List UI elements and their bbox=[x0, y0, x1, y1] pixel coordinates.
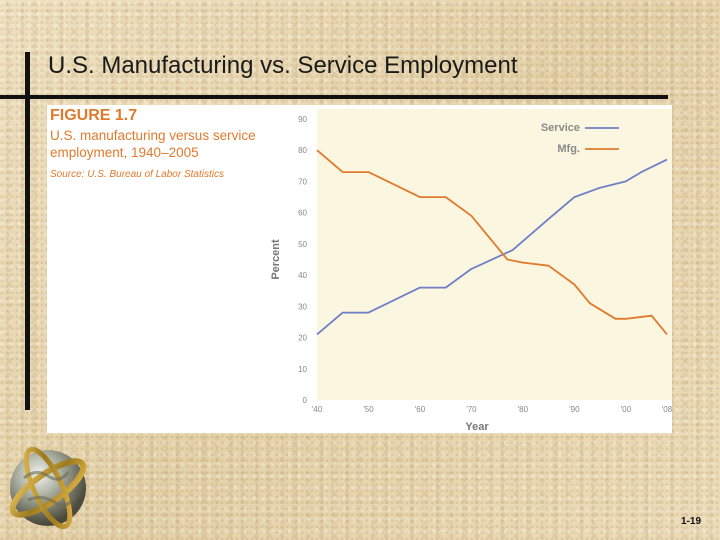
series-line-service bbox=[316, 158, 668, 336]
y-tick-label: 0 bbox=[303, 396, 308, 405]
figure-source: Source: U.S. Bureau of Labor Statistics bbox=[50, 169, 224, 180]
y-tick-label: 90 bbox=[298, 115, 307, 124]
legend-label: Mfg. bbox=[557, 143, 580, 155]
y-tick-label: 60 bbox=[298, 209, 307, 218]
page-number: 1-19 bbox=[681, 516, 702, 527]
x-tick-label: '40 bbox=[312, 405, 323, 414]
x-tick-label: '80 bbox=[518, 405, 529, 414]
figure-caption: U.S. manufacturing versus service employ… bbox=[50, 128, 256, 160]
x-tick-label: '60 bbox=[415, 405, 426, 414]
x-tick-label: '70 bbox=[466, 405, 477, 414]
y-tick-label: 40 bbox=[298, 271, 307, 280]
x-tick-label: '08 bbox=[662, 405, 672, 414]
x-tick-label: '00 bbox=[621, 405, 632, 414]
horizontal-rule bbox=[0, 95, 668, 99]
y-axis-label: Percent bbox=[270, 239, 282, 280]
y-tick-label: 70 bbox=[298, 177, 307, 186]
plot-area bbox=[317, 109, 672, 400]
y-tick-label: 30 bbox=[298, 302, 307, 311]
vertical-rule bbox=[25, 52, 30, 410]
slide-title: U.S. Manufacturing vs. Service Employmen… bbox=[48, 52, 518, 79]
figure-label: FIGURE 1.7 bbox=[50, 107, 138, 124]
series-line-mfg bbox=[316, 149, 668, 335]
x-axis-label: Year bbox=[465, 421, 489, 433]
figure-panel: 0 10 20 30 40 50 60 70 80 90 '40 '50 '60 '70 '80 '90 '00… bbox=[47, 105, 672, 433]
legend-label: Service bbox=[541, 122, 580, 134]
y-tick-label: 10 bbox=[298, 365, 307, 374]
line-chart: 0 10 20 30 40 50 60 70 80 90 '40 '50 '60 '70 '80 '90 '00… bbox=[270, 109, 672, 433]
y-tick-label: 20 bbox=[298, 334, 307, 343]
globe-logo-icon bbox=[9, 446, 87, 530]
y-tick-label: 80 bbox=[298, 146, 307, 155]
x-tick-label: '90 bbox=[569, 405, 580, 414]
y-tick-label: 50 bbox=[298, 240, 307, 249]
x-tick-label: '50 bbox=[363, 405, 374, 414]
